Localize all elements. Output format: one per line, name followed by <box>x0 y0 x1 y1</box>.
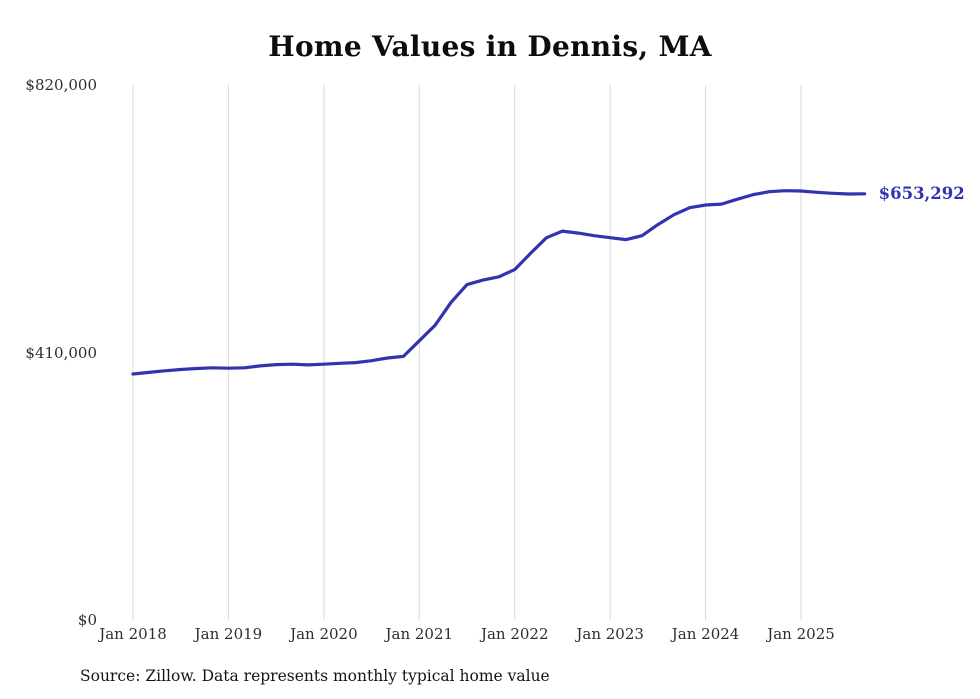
y-tick-label: $0 <box>77 611 97 629</box>
x-tick-label: Jan 2019 <box>194 625 263 643</box>
x-tick-label: Jan 2024 <box>671 625 740 643</box>
latest-value-label: $653,292 <box>878 183 965 203</box>
y-tick-label: $410,000 <box>25 343 97 362</box>
y-tick-label: $820,000 <box>25 76 97 94</box>
x-tick-label: Jan 2023 <box>576 625 644 643</box>
home-value-line <box>131 189 867 376</box>
source-note: Source: Zillow. Data represents monthly … <box>80 667 550 685</box>
chart-title: Home Values in Dennis, MA <box>268 30 712 63</box>
x-tick-label: Jan 2018 <box>99 625 167 643</box>
x-tick-label: Jan 2020 <box>290 625 358 643</box>
x-tick-label: Jan 2025 <box>767 625 835 643</box>
x-tick-label: Jan 2022 <box>480 625 549 643</box>
x-tick-label: Jan 2021 <box>385 625 454 643</box>
